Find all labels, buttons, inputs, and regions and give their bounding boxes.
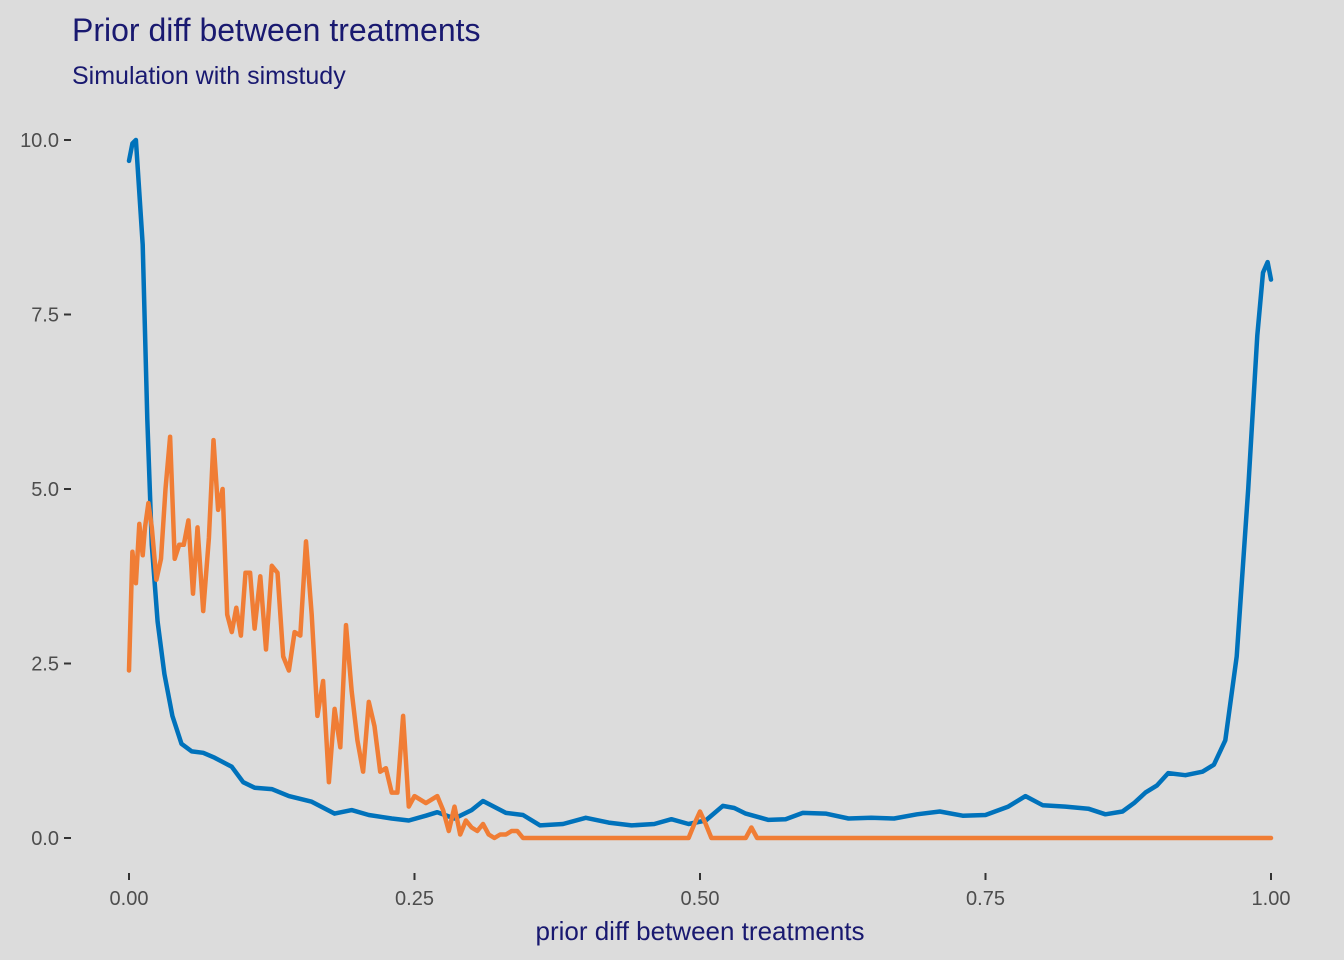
series-line-1 — [126, 137, 1274, 828]
x-tick-label: 0.75 — [966, 888, 1005, 910]
y-axis: 0.0 2.5 5.0 7.5 10.0 — [20, 130, 71, 850]
y-tick-label: 5.0 — [31, 479, 59, 501]
series-line-2 — [126, 434, 1274, 841]
series-layer — [126, 137, 1274, 841]
x-tick-label: 1.00 — [1252, 888, 1291, 910]
y-tick-label: 7.5 — [31, 305, 59, 327]
x-axis-label: prior diff between treatments — [535, 916, 864, 946]
y-tick-label: 10.0 — [20, 130, 59, 152]
chart-subtitle: Simulation with simstudy — [72, 62, 346, 90]
y-tick-label: 0.0 — [31, 828, 59, 850]
chart-title: Prior diff between treatments — [72, 12, 481, 48]
y-tick-label: 2.5 — [31, 654, 59, 676]
x-tick-label: 0.50 — [681, 888, 720, 910]
x-axis: 0.00 0.25 0.50 0.75 1.00 — [110, 873, 1291, 910]
x-tick-label: 0.25 — [395, 888, 434, 910]
x-tick-label: 0.00 — [110, 888, 149, 910]
